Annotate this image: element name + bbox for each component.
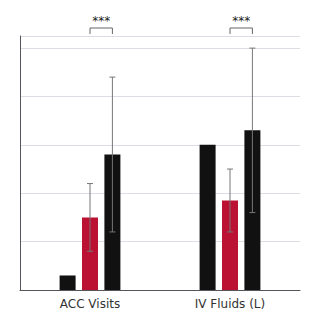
svg-text:***: ***: [232, 14, 250, 28]
svg-text:IV Fluids (L): IV Fluids (L): [195, 297, 265, 311]
svg-text:***: ***: [92, 14, 110, 28]
svg-text:ACC Visits: ACC Visits: [60, 297, 120, 311]
